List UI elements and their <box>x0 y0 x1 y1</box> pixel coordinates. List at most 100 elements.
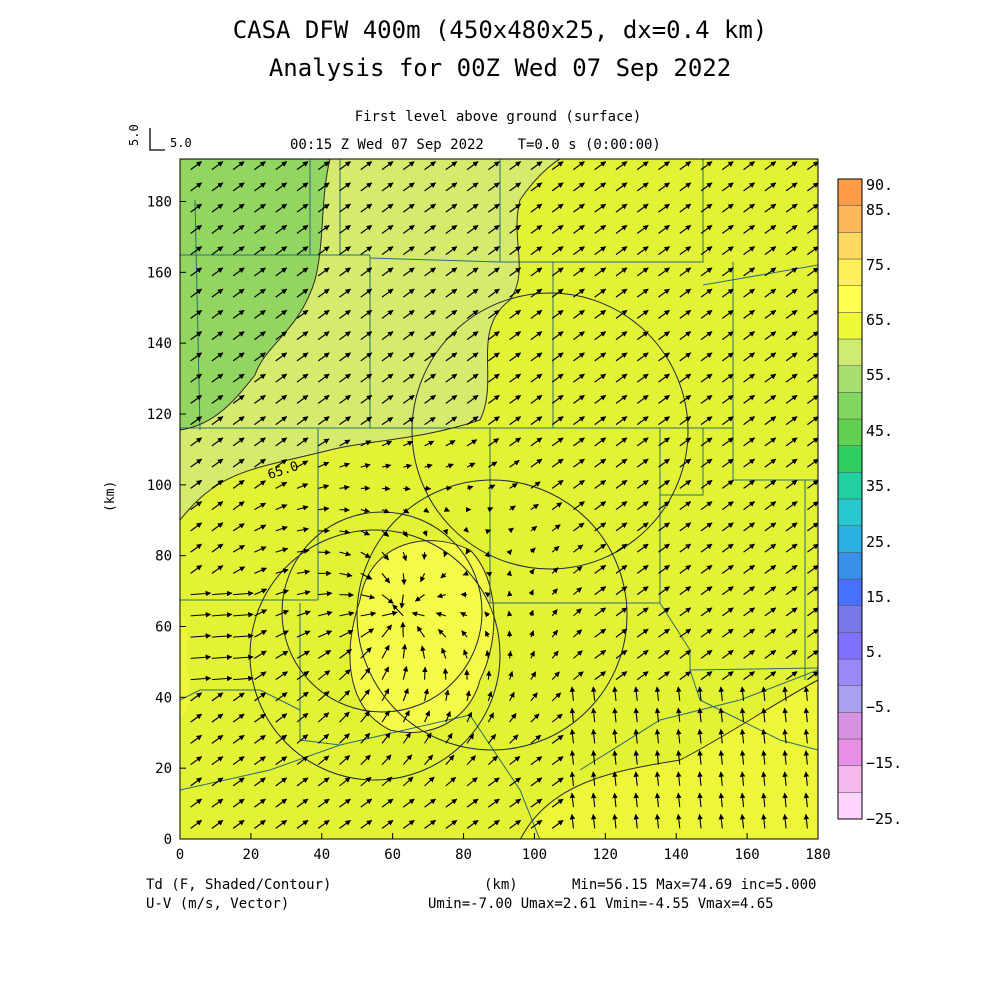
wind-vector <box>488 352 500 362</box>
wind-vector <box>573 587 583 596</box>
wind-vector <box>232 458 245 468</box>
wind-vector <box>190 331 203 341</box>
wind-vector <box>807 671 818 681</box>
wind-vector <box>381 710 390 723</box>
wind-vector <box>785 458 798 468</box>
wind-vector <box>718 707 725 723</box>
colorbar-swatch <box>837 365 863 393</box>
wind-vector <box>785 203 798 213</box>
wind-vector <box>360 224 373 234</box>
wind-vector <box>254 182 266 192</box>
wind-vector <box>360 416 373 426</box>
wind-vector <box>803 813 810 829</box>
wind-vector <box>743 607 756 617</box>
wind-vector <box>679 161 692 171</box>
wind-vector <box>764 161 777 171</box>
wind-vector <box>317 755 330 766</box>
wind-vector <box>254 352 266 362</box>
wind-vector <box>211 416 224 426</box>
wind-vector <box>612 771 618 786</box>
wind-vector <box>424 754 434 765</box>
wind-vector <box>658 203 670 213</box>
wind-vector <box>721 416 734 426</box>
wind-vector <box>658 394 670 404</box>
wind-vector <box>594 586 607 596</box>
wind-vector <box>530 267 543 277</box>
wind-vector <box>275 777 288 787</box>
wind-vector <box>254 288 266 298</box>
wind-vector <box>211 543 224 553</box>
wind-vector <box>551 671 560 681</box>
wind-vector <box>700 437 713 447</box>
wind-vector <box>718 813 725 829</box>
wind-vector <box>445 309 458 319</box>
wind-vector <box>679 628 692 638</box>
wind-vector <box>403 463 412 470</box>
wind-vector <box>488 224 500 234</box>
wind-vector <box>339 733 350 744</box>
wind-vector <box>445 394 458 404</box>
wind-vector <box>466 267 479 277</box>
wind-vector <box>785 394 798 404</box>
wind-vector <box>275 224 288 234</box>
wind-vector <box>360 440 372 447</box>
wind-vector <box>573 650 583 659</box>
wind-vector <box>445 246 458 256</box>
wind-vector <box>445 776 457 787</box>
y-tick-label: 0 <box>164 832 172 848</box>
wind-vector <box>594 309 607 319</box>
wind-vector <box>339 267 351 277</box>
wind-vector <box>807 628 818 638</box>
wind-vector <box>401 643 408 659</box>
wind-vector <box>636 607 649 617</box>
wind-vector <box>506 610 513 617</box>
wind-vector <box>509 331 522 341</box>
x-tick-label: 60 <box>384 847 401 863</box>
wind-vector <box>615 586 628 596</box>
wind-vector <box>424 798 437 808</box>
wind-vector <box>402 394 415 404</box>
wind-vector <box>360 309 373 319</box>
wind-vector <box>718 771 725 786</box>
wind-vector <box>530 224 543 234</box>
wind-vector <box>360 288 373 298</box>
wind-vector <box>761 813 767 829</box>
wind-vector <box>232 246 245 256</box>
wind-vector <box>658 288 670 298</box>
wind-vector <box>317 394 330 404</box>
colorbar-label: −25. <box>866 810 902 828</box>
wind-vector <box>487 755 498 766</box>
wind-vector <box>590 750 597 765</box>
wind-vector <box>360 689 370 702</box>
wind-vector <box>807 522 818 532</box>
wind-vector <box>488 373 500 383</box>
wind-vector <box>275 609 290 617</box>
wind-vector <box>402 161 415 171</box>
wind-vector <box>424 440 435 447</box>
wind-vector <box>445 182 458 192</box>
wind-vector <box>232 288 245 298</box>
wind-vector <box>573 501 585 511</box>
wind-vector <box>190 224 203 234</box>
wind-vector <box>636 501 649 511</box>
wind-vector <box>420 645 426 659</box>
wind-vector <box>697 771 703 786</box>
wind-vector <box>317 733 330 744</box>
wind-vector <box>381 776 393 787</box>
wind-vector <box>424 463 433 469</box>
wind-vector <box>764 458 777 468</box>
wind-vector <box>318 484 330 490</box>
wind-vector <box>275 650 289 659</box>
wind-vector <box>700 649 713 659</box>
field-description-line1: Td (F, Shaded/Contour) <box>146 877 332 893</box>
wind-vector <box>785 309 798 319</box>
wind-vector <box>296 610 311 617</box>
wind-vector <box>615 373 628 383</box>
wind-vector <box>360 628 375 638</box>
wind-vector <box>573 437 585 447</box>
wind-vector <box>615 649 628 659</box>
colorbar-swatch <box>837 632 863 660</box>
wind-vector <box>275 756 288 766</box>
colorbar-swatch <box>837 258 863 286</box>
wind-vector <box>402 710 410 723</box>
